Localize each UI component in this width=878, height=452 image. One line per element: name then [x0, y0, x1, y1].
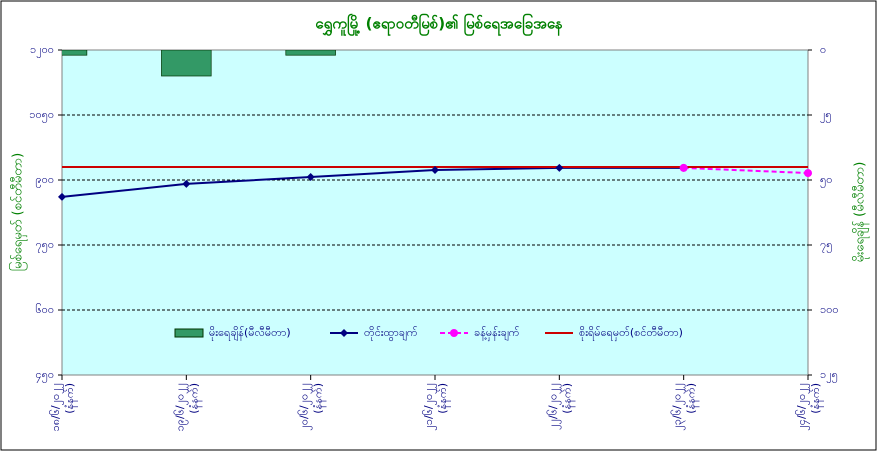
x-tick-label: ၂၄/၆/၂၀၂၂	[795, 383, 810, 431]
point	[679, 163, 688, 172]
point	[182, 179, 191, 188]
y2-tick-label: ၁၀၀	[820, 303, 839, 316]
x-tick-note: (နံနက်)	[560, 383, 575, 414]
legend-marker	[340, 329, 348, 337]
y-tick-label: ၆၀၀	[35, 303, 54, 316]
point	[431, 166, 439, 175]
y-tick-label: ၁၀၅၀	[29, 108, 54, 123]
legend-marker	[450, 329, 458, 337]
y2-tick-label: ၀	[820, 43, 826, 56]
x-tick-note: (နံနက်)	[187, 383, 202, 414]
legend-label: မိုးရေချိန်(မီလီမီတာ)	[209, 326, 291, 341]
x-tick-note: (နံနက်)	[63, 383, 78, 414]
plot-area	[61, 49, 809, 376]
line	[683, 166, 808, 175]
x-tick-note: (နံနက်)	[312, 383, 327, 414]
legend-label: ခန့်မှန်းချက်	[474, 326, 520, 341]
x-tick-note: (နံနက်)	[685, 383, 700, 414]
y2-axis-label: မိုးရေချိန် (မီလီမီတာ)	[852, 162, 870, 263]
x-tick-note: (နံနက်)	[809, 383, 824, 414]
x-tick-label: ၁၈/၆/၂၀၂၂	[49, 383, 64, 431]
legend-swatch	[174, 328, 204, 338]
x-tick-note: (နံနက်)	[436, 383, 451, 414]
y2-tick-label: ၂၅	[820, 108, 832, 123]
y-tick-label: ၁၂၀၀	[30, 43, 54, 58]
bar	[62, 50, 88, 56]
x-tick-label: ၂၁/၆/၂၀၂၂	[422, 383, 437, 431]
x-tick-label: ၂၂/၆/၂၀၂၂	[546, 383, 561, 430]
x-tick-label: ၂၀/၆/၂၀၂၂	[298, 383, 313, 431]
y2-tick-label: ၁၂၅	[820, 368, 838, 383]
bar	[285, 50, 336, 56]
legend-label: တိုင်းထွာချက်	[364, 326, 418, 341]
legend-label: စိုးရိမ်ရေမှတ်(စင်တီမီတာ)	[579, 326, 683, 341]
bar	[161, 50, 212, 77]
x-tick-label: ၂၃/၆/၂၀၂၂	[671, 383, 686, 431]
x-tick-label: ၁၉/၆/၂၀၂၂	[173, 383, 188, 431]
y2-tick-label: ၅၀	[820, 173, 832, 188]
y-axis-label: မြစ်ရေမှတ် (စင်တီမီတာ)	[9, 153, 28, 271]
y-tick-label: ၉၀၀	[35, 173, 54, 188]
point	[804, 169, 812, 178]
point	[306, 172, 315, 181]
y2-tick-label: ၇၅	[820, 238, 832, 253]
y-tick-label: ၇၅၀	[35, 238, 54, 253]
point	[58, 192, 66, 201]
y-tick-label: ၄၅၀	[35, 368, 54, 383]
point	[555, 163, 564, 172]
